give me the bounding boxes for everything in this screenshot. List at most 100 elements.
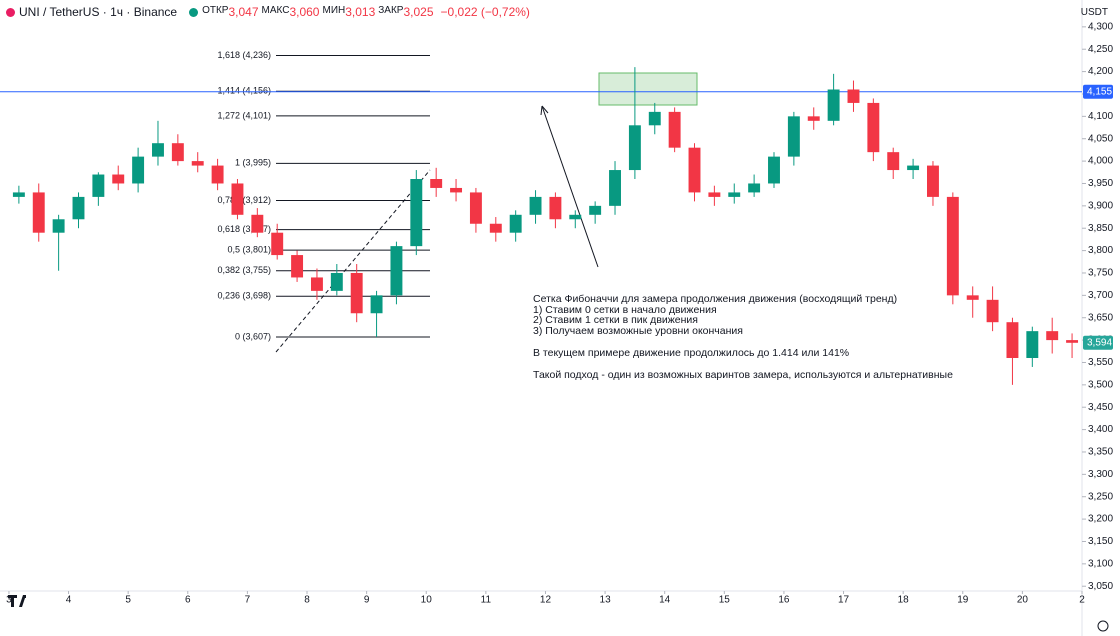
y-tick-label: 3,800 <box>1088 245 1113 256</box>
candle-body <box>52 219 65 233</box>
candle-body <box>469 192 482 224</box>
candle-body <box>668 111 681 148</box>
y-tick-label: 4,200 <box>1088 66 1113 77</box>
candle-body <box>171 143 184 162</box>
x-tick-label: 13 <box>600 595 612 606</box>
candle-body <box>768 156 780 184</box>
x-tick-label: 19 <box>957 595 969 606</box>
candle-body <box>370 295 383 314</box>
settings-icon[interactable] <box>1097 620 1109 632</box>
candle-body <box>569 214 582 220</box>
candle-body <box>927 165 939 197</box>
x-tick-label: 5 <box>125 595 131 606</box>
candle-body <box>1066 340 1079 343</box>
candle-body <box>529 196 542 215</box>
candle-body <box>330 272 343 291</box>
status-dot <box>189 7 199 17</box>
fib-label: 1,272 (4,101) <box>217 110 271 120</box>
hline-tag-bg <box>1083 84 1113 99</box>
unit[interactable]: USDT <box>1080 7 1108 18</box>
candle-body <box>728 192 741 197</box>
y-tick-label: 3,400 <box>1088 424 1113 435</box>
candle-body <box>628 125 641 171</box>
x-tick-label: 8 <box>304 595 310 606</box>
ohlc-value: 3,025 <box>403 5 434 19</box>
y-tick-label: 3,450 <box>1088 402 1113 413</box>
tv-logo <box>8 595 26 607</box>
candle-body <box>609 170 621 206</box>
y-tick-label: 3,950 <box>1088 178 1113 189</box>
candle-body <box>410 179 423 247</box>
note-line: В текущем примере движение продолжилось … <box>533 347 849 359</box>
candle-body <box>92 174 105 197</box>
x-tick-label: 11 <box>481 595 492 606</box>
fib-label: 0,618 (3,847) <box>217 224 271 234</box>
x-tick-label: 6 <box>185 595 191 606</box>
x-tick-label: 14 <box>659 595 671 606</box>
fib-label: 1,618 (4,236) <box>217 50 271 60</box>
candle-body <box>1006 322 1019 358</box>
candle-body <box>231 183 244 215</box>
y-tick-label: 3,700 <box>1088 290 1113 301</box>
candle-body <box>112 174 125 184</box>
candle-body <box>291 255 304 278</box>
fib-label: 0,786 (3,912) <box>217 195 271 205</box>
x-tick-label: 16 <box>778 595 790 606</box>
candle-body <box>211 165 224 184</box>
y-tick-label: 3,200 <box>1088 514 1113 525</box>
change: −0,022 (−0,72%) <box>440 5 530 19</box>
fib-label: 1 (3,995) <box>235 158 271 168</box>
candle-body <box>489 223 502 233</box>
ohlc-value: 3,060 <box>289 5 320 19</box>
y-tick-label: 3,250 <box>1088 491 1113 502</box>
candle-body <box>450 187 463 193</box>
fib-label: 1,414 (4,156) <box>217 86 271 96</box>
x-tick-label: 7 <box>245 595 251 606</box>
candle-body <box>430 179 443 188</box>
candle-body <box>549 196 562 220</box>
fib-label: 0 (3,607) <box>235 331 271 341</box>
candle-body <box>191 161 204 166</box>
candle-body <box>509 214 522 233</box>
note-line: Такой подход - один из возможных варинто… <box>533 369 953 381</box>
last-price-tag-bg <box>1083 335 1113 350</box>
arrow <box>541 105 599 268</box>
candle-body <box>251 214 264 233</box>
candle-body <box>12 192 25 197</box>
ohlc-label: ОТКР <box>202 5 229 16</box>
y-tick-label: 4,250 <box>1088 44 1113 55</box>
candle-body <box>350 272 363 314</box>
fib-label: 0,382 (3,755) <box>217 265 271 275</box>
ohlc-label: ЗАКР <box>378 5 404 16</box>
y-tick-label: 3,100 <box>1088 558 1113 569</box>
ohlc-label: МАКС <box>261 5 290 16</box>
y-tick-label: 3,550 <box>1088 357 1113 368</box>
y-tick-label: 4,100 <box>1088 111 1113 122</box>
candle-body <box>708 192 721 197</box>
arrow-head <box>540 105 549 116</box>
candle-body <box>648 111 661 126</box>
note-line: 3) Получаем возможные уровни окончания <box>533 325 743 337</box>
hline-tag: 4,155 <box>1087 86 1112 97</box>
ohlc-value: 3,047 <box>228 5 259 19</box>
x-tick-label: 10 <box>421 595 433 606</box>
x-tick-label: 18 <box>898 595 910 606</box>
x-tick-label: 9 <box>364 595 370 606</box>
candle-body <box>986 299 999 323</box>
candle-body <box>847 89 860 103</box>
candle-body <box>966 295 979 300</box>
y-tick-label: 3,350 <box>1088 447 1113 458</box>
y-tick-label: 3,300 <box>1088 469 1113 480</box>
legend-header: UNI / TetherUS · 1ч · Binance ОТКР 3,047 М… <box>6 5 533 19</box>
candle-body <box>1046 331 1059 341</box>
candle-body <box>390 246 403 296</box>
candle-body <box>132 156 145 184</box>
y-tick-label: 3,500 <box>1088 379 1113 390</box>
candle-body <box>887 152 900 171</box>
note-line: 2) Ставим 1 сетки в пик движения <box>533 314 698 326</box>
y-tick-label: 3,150 <box>1088 536 1113 547</box>
note-line: 1) Ставим 0 сетки в начало движения <box>533 304 717 316</box>
fib-label: 0,236 (3,698) <box>217 291 271 301</box>
note-line: Сетка Фибоначчи для замера продолжения д… <box>533 293 897 305</box>
